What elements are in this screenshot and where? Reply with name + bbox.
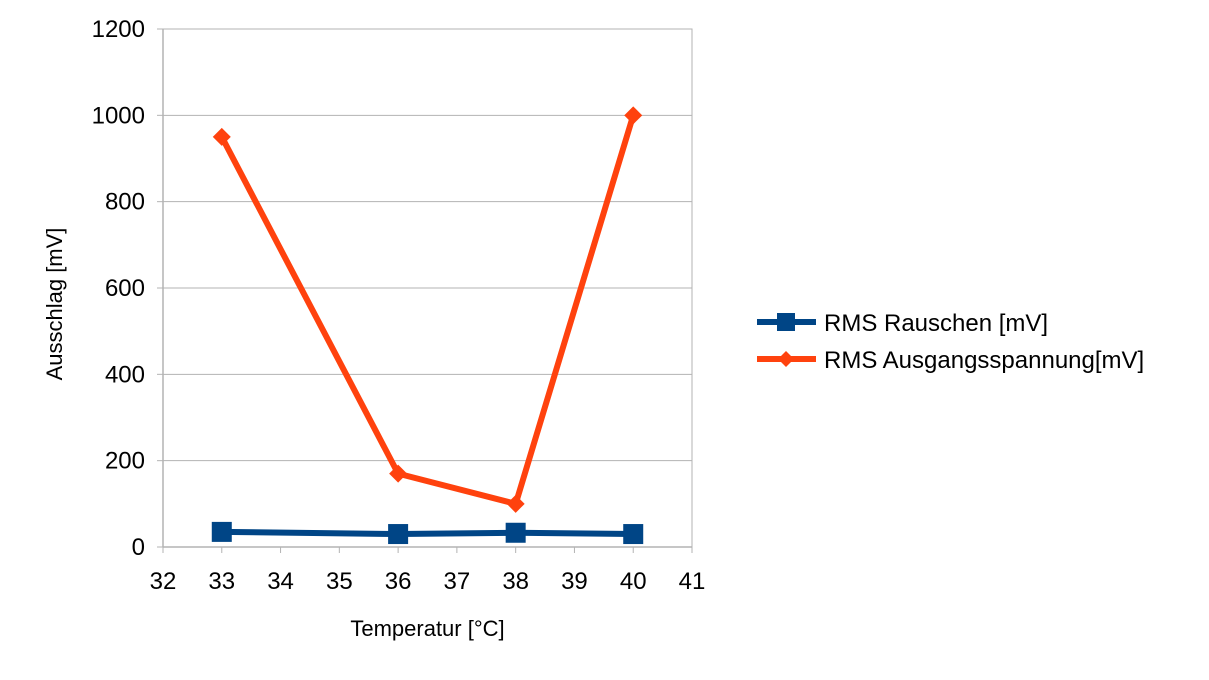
y-tick-label: 1200 (92, 16, 145, 43)
x-tick-label: 32 (150, 568, 177, 595)
y-tick-labels: 0 200 400 600 800 1000 1200 (92, 16, 145, 561)
data-point-diamond (212, 127, 231, 146)
x-tick-labels: 32 33 34 35 36 37 38 39 40 41 (150, 568, 706, 595)
series-rms-rauschen-mv (211, 521, 644, 545)
x-tick-label: 39 (561, 568, 588, 595)
data-point-diamond (389, 464, 408, 483)
x-tick-label: 37 (444, 568, 471, 595)
y-tick-label: 400 (105, 361, 145, 388)
data-point-square (211, 521, 232, 542)
x-axis-title: Temperatur [°C] (350, 616, 504, 641)
x-tick-label: 35 (326, 568, 353, 595)
legend-swatch-diamond-marker (778, 351, 794, 367)
series (211, 106, 644, 545)
x-tick-label: 38 (502, 568, 529, 595)
y-tick-label: 1000 (92, 102, 145, 129)
series-line (221, 528, 634, 538)
legend-label: RMS Rauschen [mV] (824, 310, 1048, 337)
x-tick-label: 36 (385, 568, 412, 595)
legend-entry-rms-ausgangsspannung: RMS Ausgangsspannung[mV] (757, 347, 1144, 374)
y-tick-label: 200 (105, 448, 145, 475)
axes (157, 28, 693, 553)
legend: RMS Rauschen [mV] RMS Ausgangsspannung[m… (757, 310, 1144, 374)
data-point-square (623, 524, 644, 545)
x-tick-label: 33 (208, 568, 235, 595)
y-tick-label: 600 (105, 275, 145, 302)
y-axis-title: Ausschlag [mV] (42, 228, 67, 381)
x-tick-label: 41 (679, 568, 706, 595)
legend-swatch-square-marker (777, 313, 795, 331)
series-line (219, 114, 637, 507)
legend-entry-rms-rauschen: RMS Rauschen [mV] (757, 310, 1048, 337)
x-tick-label: 34 (267, 568, 294, 595)
y-tick-label: 0 (132, 534, 145, 561)
legend-label: RMS Ausgangsspannung[mV] (824, 347, 1144, 374)
data-point-diamond (506, 494, 525, 513)
grid (163, 28, 692, 462)
data-point-diamond (624, 106, 643, 125)
y-tick-label: 800 (105, 189, 145, 216)
x-tick-label: 40 (620, 568, 647, 595)
data-point-square (388, 524, 409, 545)
data-point-square (505, 522, 526, 543)
series-rms-ausgangsspannung-mv (212, 106, 643, 513)
